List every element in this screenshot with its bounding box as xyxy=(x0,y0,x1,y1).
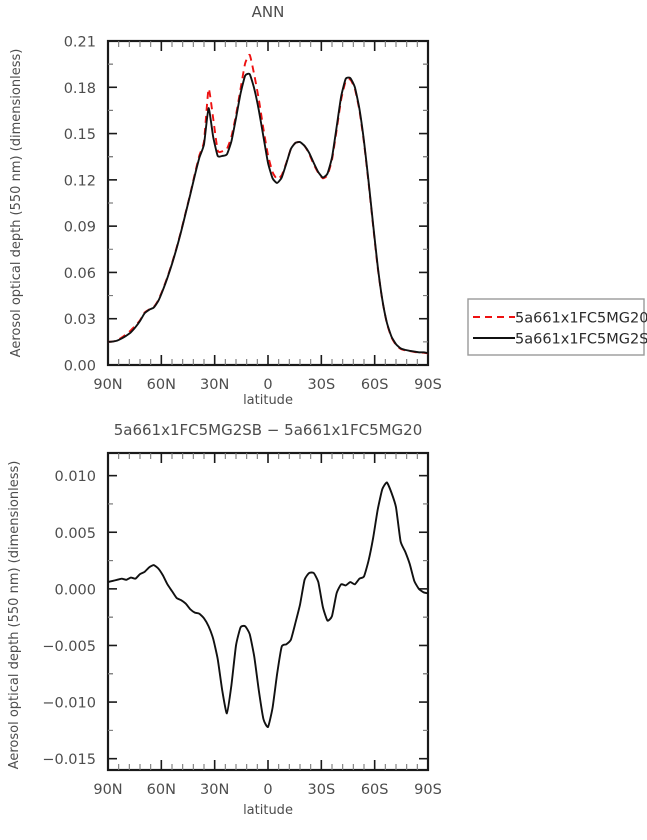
x-tick-label: 60N xyxy=(147,782,176,798)
bottom-chart-svg: 5a661x1FC5MG2SB − 5a661x1FC5MG20 −0.015 −0… xyxy=(7,421,442,818)
y-tick-label: 0.12 xyxy=(64,173,96,189)
legend-label-2: 5a661x1FC5MG2SB xyxy=(515,332,647,348)
x-tick-label: 30S xyxy=(308,782,336,798)
y-tick-label: 0.21 xyxy=(64,35,96,51)
x-tick-label: 90S xyxy=(414,377,442,393)
data-series-2 xyxy=(107,72,429,355)
chart-title: ANN xyxy=(252,3,285,21)
y-tick-label: 0.06 xyxy=(64,266,96,282)
x-tick-label: 60N xyxy=(147,377,176,393)
y-tick-label: 0.03 xyxy=(64,312,96,328)
y-tick-label: 0.15 xyxy=(64,127,96,143)
x-tick-label: 30N xyxy=(200,377,229,393)
y-tick-label: 0.00 xyxy=(64,359,96,375)
data-series-1 xyxy=(107,53,429,355)
x-tick-label: 60S xyxy=(361,377,389,393)
bottom-chart-panel: 5a661x1FC5MG2SB − 5a661x1FC5MG20 −0.015 −0… xyxy=(0,410,647,840)
y-tick-label: −0.015 xyxy=(42,752,96,768)
x-axis-label: latitude xyxy=(243,803,293,818)
y-axis-label: Aerosol optical depth (550 nm) (dimensio… xyxy=(7,461,22,770)
legend-label-1: 5a661x1FC5MG20 xyxy=(515,311,647,327)
x-tick-label: 30S xyxy=(308,377,336,393)
x-tick-label: 0 xyxy=(263,377,272,393)
y-tick-label: −0.005 xyxy=(42,639,96,655)
x-tick-label: 90N xyxy=(93,377,122,393)
x-tick-label: 60S xyxy=(361,782,389,798)
plot-frame xyxy=(106,39,430,367)
x-tick-label: 30N xyxy=(200,782,229,798)
x-tick-label: 90N xyxy=(93,782,122,798)
top-chart-panel: ANN 0.00 0.03 0.06 0.09 0.12 0.15 0.18 0.21 90N 60… xyxy=(9,3,647,408)
y-tick-label: 0.000 xyxy=(54,582,96,598)
y-axis-label: Aerosol optical depth (550 nm) (dimensio… xyxy=(9,49,24,358)
y-tick-label: 0.005 xyxy=(54,526,96,542)
x-tick-label: 90S xyxy=(414,782,442,798)
x-tick-label: 0 xyxy=(263,782,272,798)
top-chart-svg: ANN 0.00 0.03 0.06 0.09 0.12 0.15 0.18 0.21 90N 60… xyxy=(9,3,647,408)
data-series-1 xyxy=(107,481,429,728)
chart-title: 5a661x1FC5MG2SB − 5a661x1FC5MG20 xyxy=(114,421,423,439)
y-tick-label: 0.09 xyxy=(64,220,96,236)
y-tick-label: 0.18 xyxy=(64,81,96,97)
x-axis-label: latitude xyxy=(243,393,293,408)
legend: 5a661x1FC5MG20 5a661x1FC5MG2SB xyxy=(467,298,647,356)
legend-box xyxy=(467,298,645,356)
y-tick-label: 0.010 xyxy=(54,469,96,485)
y-tick-label: −0.010 xyxy=(42,696,96,712)
